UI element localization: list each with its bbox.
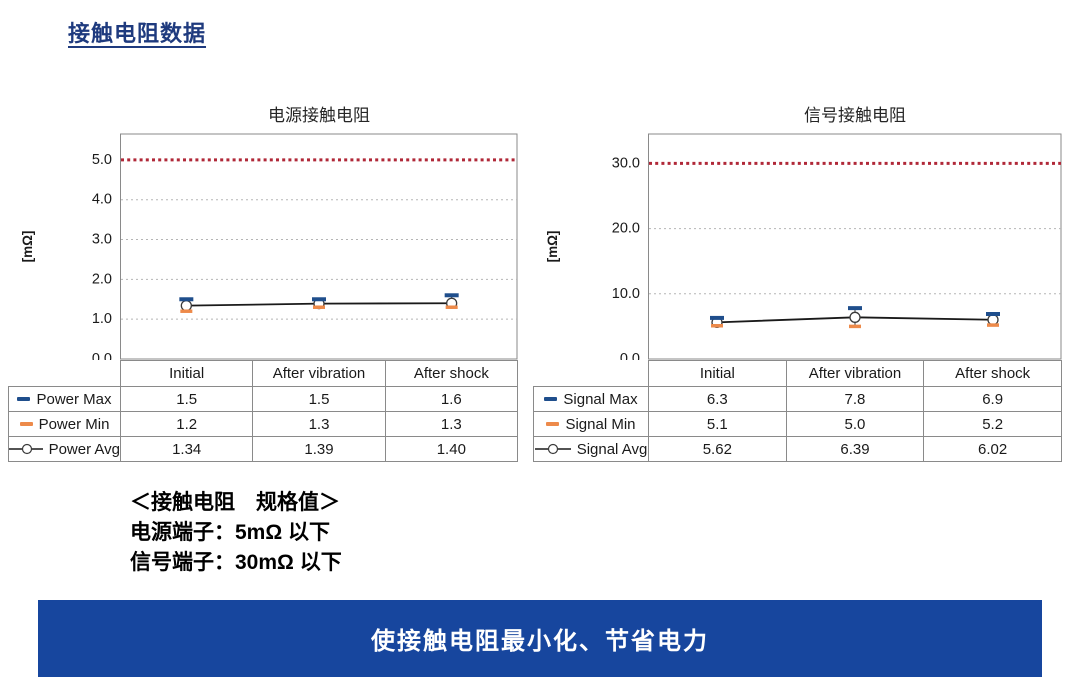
value-cell: 5.2 bbox=[923, 411, 1062, 437]
value-cell: 5.62 bbox=[648, 436, 787, 462]
legend-cell: Power Min bbox=[8, 411, 121, 437]
y-tick-label: 0.0 bbox=[620, 351, 640, 360]
y-axis-ticks: 0.0 1.0 2.0 3.0 4.0 5.0 bbox=[92, 152, 112, 360]
legend-cell: Signal Avg bbox=[533, 436, 649, 462]
minmax-caps bbox=[179, 293, 459, 313]
y-tick-label: 0.0 bbox=[92, 351, 112, 360]
series-label: Signal Max bbox=[563, 390, 638, 408]
power-chart-plot: 0.0 1.0 2.0 3.0 4.0 5.0 [mΩ] bbox=[20, 133, 518, 360]
value-cell: 1.3 bbox=[252, 411, 386, 437]
minmax-caps bbox=[710, 306, 1000, 329]
signal-chart-plot: 0.0 10.0 20.0 30.0 [mΩ] bbox=[545, 133, 1062, 360]
chart-title-power: 电源接触电阻 bbox=[268, 106, 370, 125]
legend-cell: Power Avg bbox=[8, 436, 121, 462]
y-tick-label: 3.0 bbox=[92, 232, 112, 248]
table-row: Signal Avg 5.62 6.39 6.02 bbox=[533, 436, 1062, 462]
value-cell: 1.5 bbox=[252, 386, 386, 412]
max-series-icon bbox=[17, 397, 31, 401]
bottom-banner: 使接触电阻最小化、节省电力 bbox=[38, 600, 1042, 677]
y-axis-label: [mΩ] bbox=[545, 231, 560, 263]
value-cell: 7.8 bbox=[785, 386, 925, 412]
y-axis-label: [mΩ] bbox=[20, 231, 35, 263]
signal-resistance-chart: 信号接触电阻 0.0 10.0 20.0 30.0 [mΩ] Initial After … bbox=[533, 103, 1062, 462]
table-row: Power Avg 1.34 1.39 1.40 bbox=[8, 436, 519, 462]
value-cell: 6.3 bbox=[648, 386, 787, 412]
y-tick-label: 5.0 bbox=[92, 152, 112, 168]
power-resistance-chart: 电源接触电阻 0.0 1.0 2.0 3.0 4.0 5.0 [mΩ] Initial Aft… bbox=[8, 103, 519, 462]
avg-series-icon bbox=[534, 443, 571, 455]
series-label: Power Max bbox=[36, 390, 112, 408]
y-tick-label: 20.0 bbox=[612, 221, 640, 237]
value-cell: 5.0 bbox=[785, 411, 925, 437]
spec-line-signal: 信号端子：30mΩ 以下 bbox=[130, 551, 342, 574]
power-data-table: Initial After vibration After shock Power M… bbox=[8, 360, 519, 462]
category-header-row: Initial After vibration After shock bbox=[8, 360, 519, 387]
gridlines bbox=[121, 199, 517, 320]
legend-cell: Signal Max bbox=[533, 386, 649, 412]
value-cell: 1.6 bbox=[384, 386, 519, 412]
value-cell: 1.3 bbox=[384, 411, 519, 437]
value-cell: 6.02 bbox=[923, 436, 1062, 462]
series-label: Signal Min bbox=[565, 415, 636, 433]
column-header: After shock bbox=[923, 360, 1062, 387]
column-header: After vibration bbox=[252, 360, 386, 387]
avg-series-icon bbox=[9, 443, 43, 455]
category-header-row: Initial After vibration After shock bbox=[533, 360, 1062, 387]
column-header: Initial bbox=[648, 360, 787, 387]
value-cell: 1.34 bbox=[119, 436, 254, 462]
legend-cell: Signal Min bbox=[533, 411, 649, 437]
page-title: 接触电阻数据 bbox=[68, 21, 207, 46]
value-cell: 1.2 bbox=[119, 411, 254, 437]
min-series-icon bbox=[546, 422, 560, 426]
value-cell: 6.39 bbox=[785, 436, 925, 462]
table-row: Signal Max 6.3 7.8 6.9 bbox=[533, 386, 1062, 412]
value-cell: 6.9 bbox=[923, 386, 1062, 412]
value-cell: 5.1 bbox=[648, 411, 787, 437]
value-cell: 1.5 bbox=[119, 386, 254, 412]
chart-title-signal: 信号接触电阻 bbox=[804, 106, 906, 125]
y-tick-label: 1.0 bbox=[92, 311, 112, 327]
blank-cell bbox=[8, 360, 121, 387]
column-header: Initial bbox=[119, 360, 254, 387]
y-tick-label: 4.0 bbox=[92, 192, 112, 208]
column-header: After vibration bbox=[785, 360, 925, 387]
min-series-icon bbox=[19, 422, 33, 426]
y-tick-label: 30.0 bbox=[612, 155, 640, 171]
table-row: Signal Min 5.1 5.0 5.2 bbox=[533, 411, 1062, 437]
spec-heading: ＜接触电阻 规格值＞ bbox=[130, 491, 340, 514]
series-label: Signal Avg bbox=[576, 440, 648, 458]
value-cell: 1.40 bbox=[384, 436, 519, 462]
series-label: Power Min bbox=[38, 415, 110, 433]
signal-data-table: Initial After vibration After shock Signal … bbox=[533, 360, 1062, 462]
y-tick-label: 2.0 bbox=[92, 271, 112, 287]
table-row: Power Max 1.5 1.5 1.6 bbox=[8, 386, 519, 412]
gridlines bbox=[649, 228, 1061, 295]
series-label: Power Avg bbox=[48, 440, 120, 458]
banner-text: 使接触电阻最小化、节省电力 bbox=[371, 628, 709, 655]
spec-note: ＜接触电阻 规格值＞ 电源端子：5mΩ 以下 信号端子：30mΩ 以下 bbox=[130, 488, 342, 578]
y-tick-label: 10.0 bbox=[612, 286, 640, 302]
value-cell: 1.39 bbox=[252, 436, 386, 462]
column-header: After shock bbox=[384, 360, 519, 387]
blank-cell bbox=[533, 360, 649, 387]
plot-frame bbox=[120, 133, 518, 360]
y-axis-ticks: 0.0 10.0 20.0 30.0 bbox=[612, 155, 640, 360]
legend-cell: Power Max bbox=[8, 386, 121, 412]
table-row: Power Min 1.2 1.3 1.3 bbox=[8, 411, 519, 437]
max-series-icon bbox=[544, 397, 558, 401]
spec-line-power: 电源端子：5mΩ 以下 bbox=[130, 521, 331, 544]
